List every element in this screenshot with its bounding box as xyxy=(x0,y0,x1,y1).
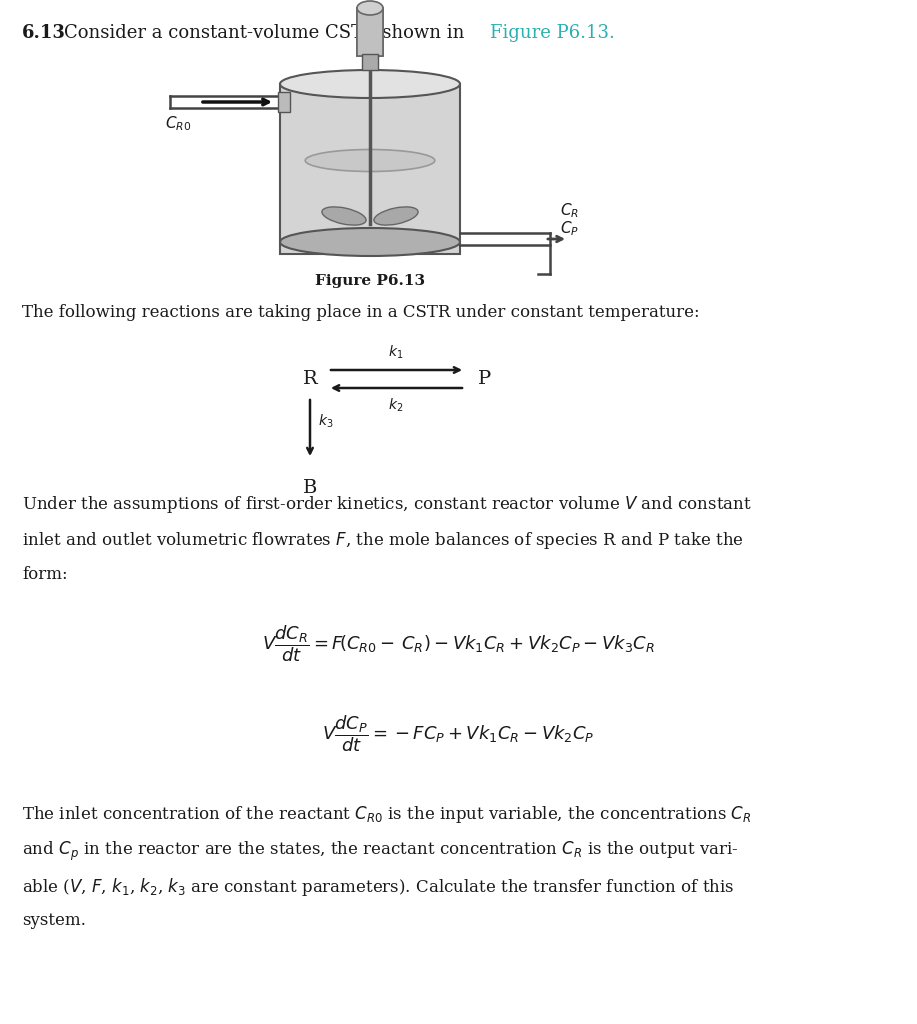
Bar xyxy=(280,84,460,254)
Text: form:: form: xyxy=(22,566,68,583)
Text: inlet and outlet volumetric flowrates $F$, the mole balances of species R and P : inlet and outlet volumetric flowrates $F… xyxy=(22,530,744,551)
Bar xyxy=(278,92,290,112)
Ellipse shape xyxy=(305,150,435,171)
Text: $k_2$: $k_2$ xyxy=(389,397,403,415)
Text: The following reactions are taking place in a CSTR under constant temperature:: The following reactions are taking place… xyxy=(22,304,700,321)
Text: $V\dfrac{dC_R}{dt} = F\!\left(C_{R0}-\,C_R\right)-Vk_1C_R+Vk_2C_P-Vk_3C_R$: $V\dfrac{dC_R}{dt} = F\!\left(C_{R0}-\,C… xyxy=(261,624,655,665)
Bar xyxy=(357,8,383,56)
Bar xyxy=(362,54,378,70)
Text: Figure P6.13: Figure P6.13 xyxy=(315,274,425,288)
Text: 6.13: 6.13 xyxy=(22,24,66,42)
Text: and $C_p$ in the reactor are the states, the reactant concentration $C_R$ is the: and $C_p$ in the reactor are the states,… xyxy=(22,840,739,863)
Text: $C_{R0}$: $C_{R0}$ xyxy=(165,114,191,133)
Text: The inlet concentration of the reactant $C_{R0}$ is the input variable, the conc: The inlet concentration of the reactant … xyxy=(22,804,752,825)
Text: R: R xyxy=(303,370,317,388)
Text: able ($V$, $F$, $k_1$, $k_2$, $k_3$ are constant parameters). Calculate the tran: able ($V$, $F$, $k_1$, $k_2$, $k_3$ are … xyxy=(22,876,735,898)
Text: Consider a constant-volume CSTR shown in: Consider a constant-volume CSTR shown in xyxy=(64,24,470,42)
Text: B: B xyxy=(303,479,317,497)
Ellipse shape xyxy=(322,207,366,225)
Ellipse shape xyxy=(374,207,418,225)
Text: system.: system. xyxy=(22,912,86,929)
Text: $C_R$: $C_R$ xyxy=(560,202,579,220)
Text: $k_3$: $k_3$ xyxy=(318,413,334,430)
Text: Under the assumptions of first-order kinetics, constant reactor volume $V$ and c: Under the assumptions of first-order kin… xyxy=(22,494,752,515)
Text: P: P xyxy=(479,370,492,388)
Text: Figure P6.13.: Figure P6.13. xyxy=(490,24,615,42)
Ellipse shape xyxy=(280,70,460,98)
Text: $C_P$: $C_P$ xyxy=(560,220,579,239)
Ellipse shape xyxy=(280,228,460,256)
Ellipse shape xyxy=(357,1,383,15)
Text: $V\dfrac{dC_P}{dt} =-FC_P+Vk_1C_R-Vk_2C_P$: $V\dfrac{dC_P}{dt} =-FC_P+Vk_1C_R-Vk_2C_… xyxy=(322,714,594,755)
Text: $k_1$: $k_1$ xyxy=(389,344,403,361)
